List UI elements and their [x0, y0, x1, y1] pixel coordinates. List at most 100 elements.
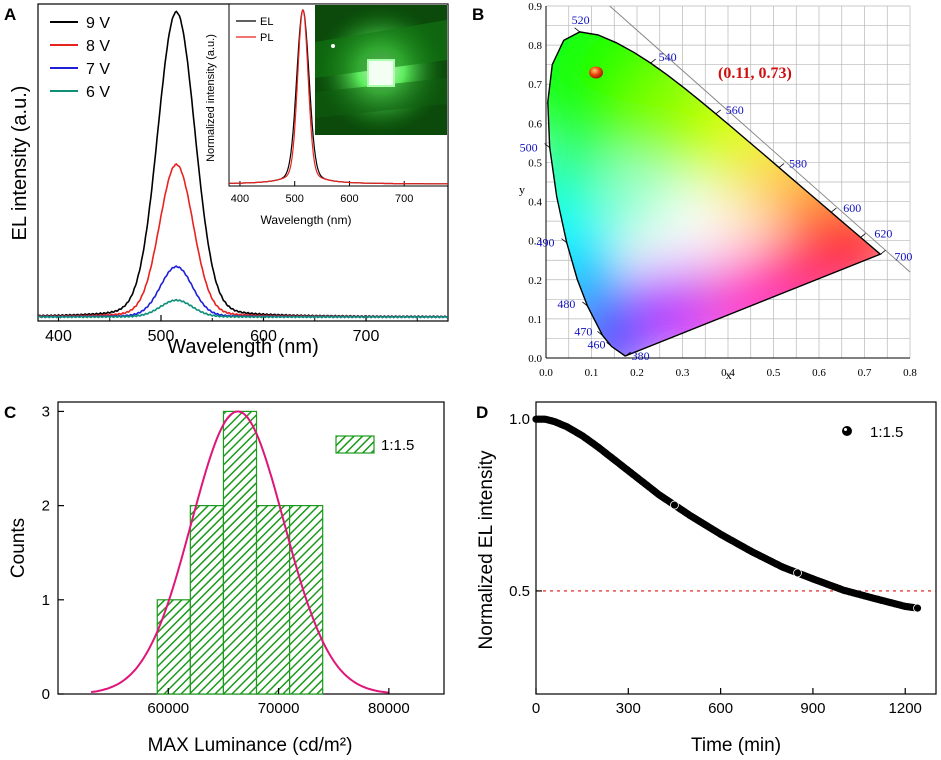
wavelength-tick	[880, 250, 886, 255]
device-pixel	[367, 59, 395, 87]
inset-x-axis-label: Wavelength (nm)	[261, 213, 352, 227]
panel-a: A 400 500 600 700 Wavelength (nm) EL intens…	[4, 3, 449, 358]
legend-marker-highlight	[844, 428, 847, 431]
inset-x-tick-label: 500	[286, 193, 304, 205]
histogram-bar	[222, 410, 258, 695]
panel-c-x-axis-label: MAX Luminance (cd/m²)	[148, 735, 353, 756]
cie-x-tick-label: 0.6	[812, 367, 826, 379]
cie-y-axis-label: y	[519, 183, 525, 197]
cie-y-tick-label: 0.7	[528, 79, 542, 91]
wavelength-label-470: 470	[574, 324, 592, 338]
inset-x-ticks: 400 500 600 700	[231, 181, 413, 205]
wavelength-tick	[606, 341, 612, 347]
histogram-bar	[189, 505, 225, 695]
spectrum-8v	[38, 163, 448, 319]
histogram-bar	[156, 599, 191, 695]
cie-x-tick-label: 0.0	[539, 367, 553, 379]
x-tick-label: 1200	[889, 700, 922, 717]
cie-y-tick-label: 0.3	[528, 236, 542, 248]
legend-label: 6 V	[86, 84, 110, 101]
x-tick-label: 60000	[147, 700, 189, 717]
wavelength-label-700: 700	[894, 249, 912, 263]
cie-y-tick-label: 0.4	[528, 197, 542, 209]
wavelength-tick	[778, 163, 785, 168]
panel-label-d: D	[476, 403, 488, 422]
cie-y-tick-label: 0.5	[528, 157, 542, 169]
panel-label-c: C	[4, 403, 16, 422]
cie-x-axis-label: x	[726, 368, 732, 382]
wavelength-tick	[597, 331, 603, 336]
cie-x-tick-label: 0.8	[903, 367, 917, 379]
wavelength-label-600: 600	[843, 201, 861, 215]
data-point-marker	[793, 568, 802, 578]
wavelength-label-460: 460	[588, 337, 606, 351]
legend-label: 9 V	[86, 15, 110, 32]
histogram-bar	[255, 505, 291, 695]
x-tick-label: 500	[148, 328, 175, 345]
cie-axes: 0.0 0.1 0.2 0.3 0.4 0.5 0.6 0.7 0.8 0.0 0.1 0.2 0.3 0…	[519, 1, 917, 382]
wavelength-tick	[544, 143, 550, 148]
x-tick-label: 70000	[258, 700, 300, 717]
y-tick-label: 0.5	[509, 583, 530, 600]
cie-x-tick-label: 0.5	[767, 367, 781, 379]
cie-y-tick-label: 0.8	[528, 40, 542, 52]
cie-color-blob	[769, 231, 850, 312]
cie-color-blob	[602, 166, 672, 237]
inset-y-axis-label: Normalized intensity (a.u.)	[205, 34, 217, 162]
y-tick-label: 0	[42, 686, 50, 703]
cie-coordinate-label: (0.11, 0.73)	[718, 65, 792, 82]
inset-x-tick-label: 400	[231, 193, 249, 205]
x-tick-label: 700	[353, 328, 380, 345]
gaussian-fit-line	[90, 410, 389, 694]
wavelength-label-540: 540	[659, 50, 677, 64]
wavelength-tick	[561, 238, 567, 243]
legend-swatch	[335, 435, 375, 454]
wavelength-label-490: 490	[536, 236, 554, 250]
x-tick-label: 600	[250, 328, 277, 345]
x-tick-label: 600	[708, 700, 733, 717]
cie-spectral-locus	[547, 31, 882, 357]
inset-legend: EL PL	[236, 16, 273, 44]
cie-y-tick-label: 0.1	[528, 314, 542, 326]
panel-a-legend: 9 V 8 V 7 V 6 V	[50, 15, 110, 101]
panel-b: B 0.0 0.1 0.2 0.3 0.4 0.5 0.6 0.7 0.80.00.10.20.…	[472, 1, 917, 382]
wavelength-label-380: 380	[632, 349, 650, 363]
cie-coordinate-point	[589, 66, 604, 79]
wavelength-label-500: 500	[520, 141, 538, 155]
wavelength-label-580: 580	[789, 157, 807, 171]
x-tick-label: 400	[45, 328, 72, 345]
panel-a-inset: 400 500 600 700 Normalized intensity (a.u.)…	[205, 3, 449, 227]
cie-x-tick-label: 0.2	[630, 367, 644, 379]
cie-x-tick-label: 0.4	[721, 367, 735, 379]
cie-x-tick-label: 0.3	[676, 367, 690, 379]
panel-label-b: B	[472, 5, 484, 24]
inset-legend-label: PL	[260, 32, 273, 44]
y-tick-label: 2	[42, 498, 50, 515]
panel-d-y-axis-label: Normalized EL intensity	[476, 450, 497, 649]
cie-x-tick-label: 0.7	[858, 367, 872, 379]
panel-a-y-axis-label: EL intensity (a.u.)	[9, 86, 31, 241]
x-tick-label: 80000	[368, 700, 410, 717]
legend-label: 1:1.5	[870, 424, 903, 441]
wavelength-label-560: 560	[726, 103, 744, 117]
inset-curves	[229, 8, 448, 185]
panel-d-x-axis-label: Time (min)	[691, 735, 781, 756]
panel-a-x-axis-label: Wavelength (nm)	[167, 336, 319, 358]
y-tick-label: 1	[42, 592, 50, 609]
y-tick-label: 1.0	[509, 411, 530, 428]
legend-label: 8 V	[86, 38, 110, 55]
data-point-marker	[913, 603, 922, 613]
cie-color-gamut	[547, 31, 881, 357]
panel-d-frame	[535, 401, 937, 695]
panel-a-curves	[38, 10, 448, 319]
cie-color-blob	[720, 179, 781, 240]
wavelength-tick	[831, 207, 837, 213]
decay-data-points	[532, 415, 922, 613]
panel-c: C 60000 70000 80000 0 1 2 3 MAX Luminance (cd/m…	[4, 401, 445, 756]
inset-x-tick-label: 600	[340, 193, 358, 205]
spectrum-7v	[38, 265, 448, 319]
wavelength-label-520: 520	[572, 13, 590, 27]
legend-label: 1:1.5	[381, 437, 414, 454]
